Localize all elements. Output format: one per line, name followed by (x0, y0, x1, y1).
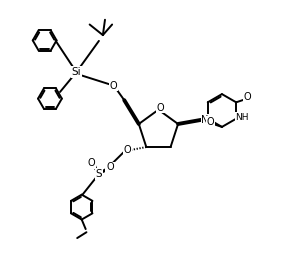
Text: O: O (207, 117, 214, 127)
Text: Si: Si (72, 67, 81, 77)
Text: O: O (110, 81, 117, 91)
Text: NH: NH (235, 113, 249, 122)
Text: O: O (157, 103, 164, 113)
Text: S: S (96, 169, 102, 179)
Text: N: N (201, 115, 209, 125)
Text: O: O (106, 163, 114, 172)
Text: O: O (244, 92, 251, 102)
Text: O: O (123, 145, 131, 155)
Text: O: O (88, 158, 95, 168)
